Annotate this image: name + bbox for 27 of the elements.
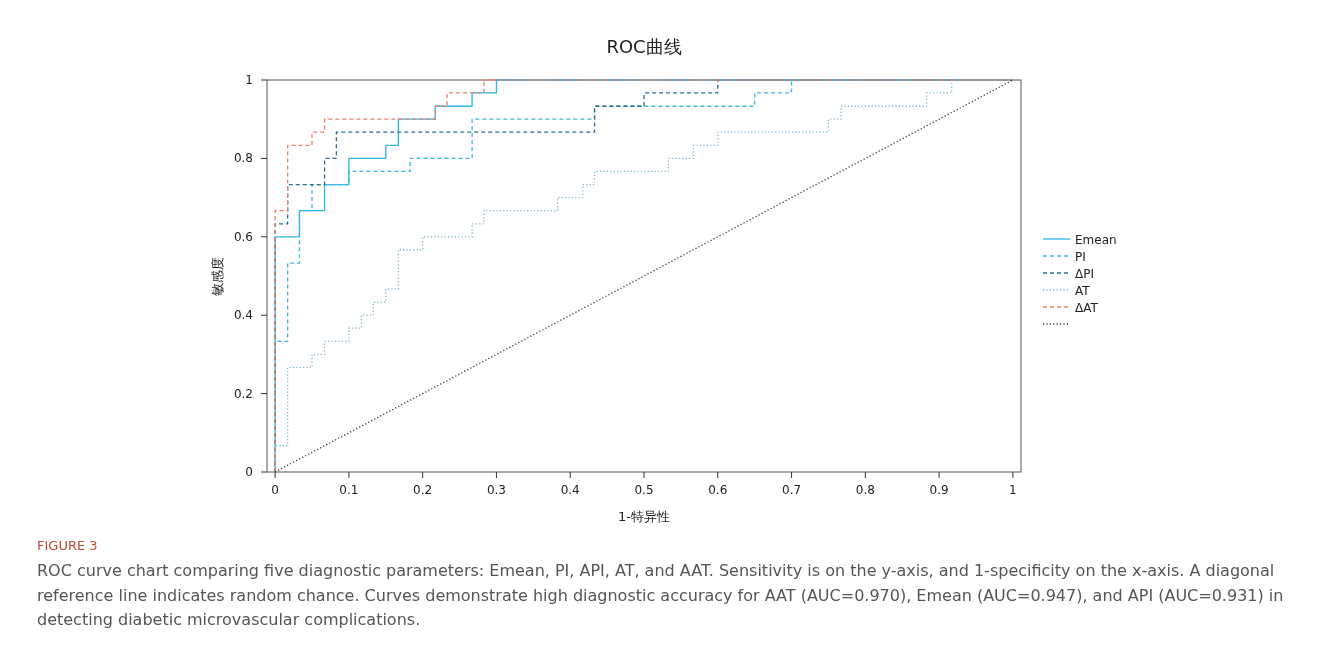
- x-tick-label: 0.5: [634, 483, 654, 497]
- x-tick-label: 0.3: [486, 483, 506, 497]
- x-tick-label: 0.2: [413, 483, 433, 497]
- chart-title: ROC曲线: [606, 36, 682, 57]
- y-tick-label: 1: [245, 73, 253, 87]
- legend-label: ΔPI: [1075, 266, 1094, 281]
- y-axis-title: 敏感度: [210, 256, 225, 296]
- caption: FIGURE 3: [37, 538, 99, 553]
- x-tick-label: 0.4: [560, 483, 580, 497]
- x-tick-label: 0.1: [339, 483, 359, 497]
- legend-label: ΔAT: [1075, 300, 1099, 315]
- x-tick-label: 0.6: [708, 483, 728, 497]
- y-tick-label: 0.6: [233, 229, 253, 244]
- y-tick-label: 0.2: [233, 386, 253, 401]
- x-axis-title: 1-特异性: [618, 509, 670, 524]
- legend-label: AT: [1075, 283, 1091, 298]
- x-tick-label: 1: [1009, 483, 1017, 497]
- x-tick-label: 0.9: [929, 483, 949, 497]
- x-tick-label: 0: [271, 483, 279, 497]
- x-tick-label: 0.7: [782, 483, 802, 497]
- text: ROC curve chart comparing five diagnostic parameters: Emean, PI, API, AT, and AAT. Sensitivity is on the y-axis, and 1-specificity on the x-axis. A diagonal reference line indicates random chance. Curves demonstrate high diagnostic accuracy for AAT (AUC=0.970), Emean (AUC=0.947), and API (AUC=0.931) in detecting diabetic microvascular complications.: [37, 560, 1285, 631]
- y-tick-label: 0: [245, 465, 253, 479]
- legend-label: Emean: [1075, 232, 1117, 247]
- legend-label: PI: [1075, 249, 1086, 264]
- x-tick-label: 0.8: [855, 483, 875, 497]
- y-tick-label: 0.8: [233, 151, 253, 166]
- y-tick-label: 0.4: [233, 308, 253, 323]
